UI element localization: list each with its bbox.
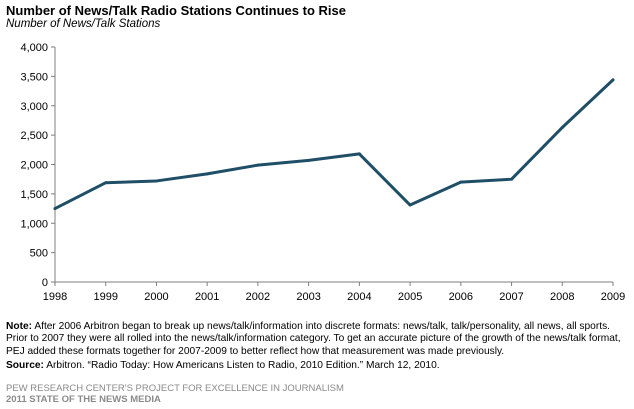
data-point [560,125,564,129]
x-axis: 1998 1999 2000 2001 2002 2003 2004 2005 2006 2007… [43,281,625,303]
y-tick-label: 3,500 [20,71,48,83]
data-point [408,203,412,207]
data-point [510,177,514,181]
data-point [53,207,57,211]
chart-source: Source: Arbitron. “Radio Today: How Amer… [6,360,440,371]
data-point [307,158,311,162]
x-tick-label: 2003 [296,291,320,303]
x-tick-label: 2009 [601,291,625,303]
x-tick-label: 2004 [347,291,371,303]
note-text: After 2006 Arbitron began to break up ne… [6,321,621,357]
y-tick-label: 1,500 [20,189,48,201]
chart-subtitle: Number of News/Talk Stations [6,18,161,30]
y-tick-label: 2,000 [20,160,48,172]
y-tick-label: 0 [42,277,48,289]
x-tick-label: 2008 [550,291,574,303]
source-label: Source: [6,360,44,371]
data-point [611,78,615,82]
data-point [154,179,158,183]
note-label: Note: [6,321,33,332]
data-point [357,152,361,156]
series-line [53,78,615,211]
data-point [205,172,209,176]
line-chart: 05001,0001,5002,0002,5003,0003,5004,000 … [20,42,625,303]
footer-report: 2011 STATE OF THE NEWS MEDIA [6,394,161,405]
data-point [104,181,108,185]
y-tick-label: 2,500 [20,130,48,142]
x-tick-label: 2006 [449,291,473,303]
source-text: Arbitron. “Radio Today: How Americans Li… [46,360,440,371]
x-tick-label: 2001 [195,291,219,303]
x-tick-label: 2007 [499,291,523,303]
y-tick-label: 500 [30,248,48,260]
x-tick-label: 2000 [144,291,168,303]
x-tick-label: 1999 [93,291,117,303]
x-tick-label: 2005 [398,291,422,303]
footer-organization: PEW RESEARCH CENTER'S PROJECT FOR EXCELL… [6,383,344,394]
y-axis: 0 500 1,000 1,500 2,000 2,500 3,000 3,500 4,000 [20,42,56,289]
chart-note: Note: After 2006 Arbitron began to break… [6,321,628,358]
series-group [53,78,615,211]
y-tick-label: 3,000 [20,101,48,113]
chart-title: Number of News/Talk Radio Stations Conti… [6,3,346,18]
x-tick-label: 1998 [43,291,67,303]
y-tick-label: 4,000 [20,42,48,54]
data-point [459,180,463,184]
x-tick-label: 2002 [246,291,270,303]
data-point [256,163,260,167]
y-tick-label: 1,000 [20,218,48,230]
